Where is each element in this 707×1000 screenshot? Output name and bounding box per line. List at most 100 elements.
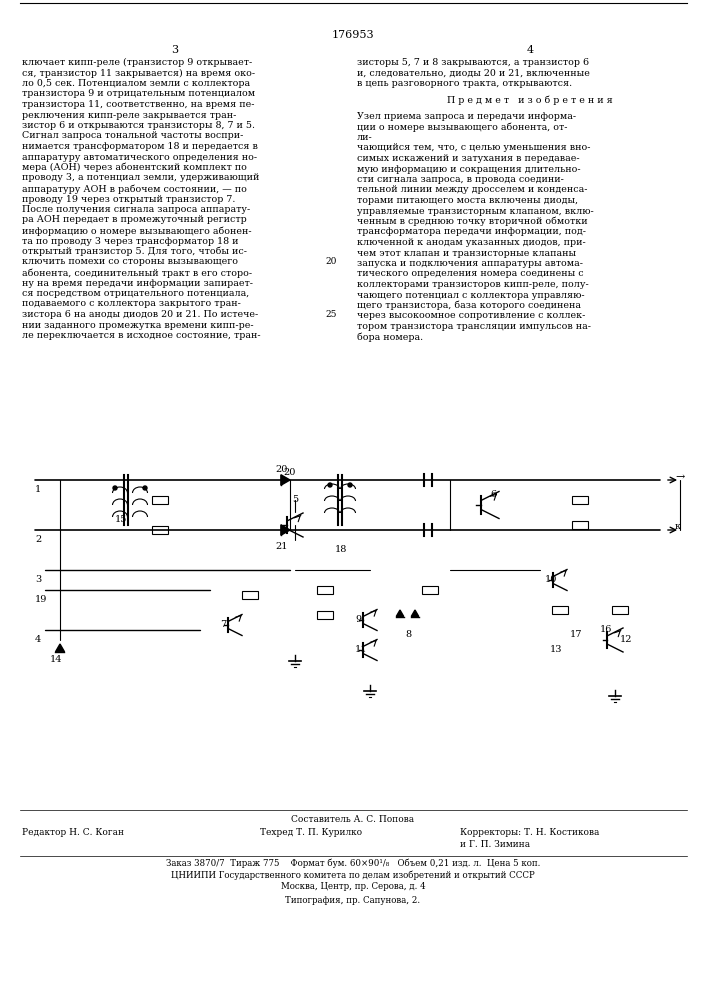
Text: 15: 15	[115, 515, 127, 524]
Text: и, следовательно, диоды 20 и 21, включенные: и, следовательно, диоды 20 и 21, включен…	[357, 68, 590, 78]
Text: ченным в среднюю точку вторичной обмотки: ченным в среднюю точку вторичной обмотки	[357, 217, 588, 227]
Text: бора номера.: бора номера.	[357, 332, 423, 342]
Text: ЦНИИПИ Государственного комитета по делам изобретений и открытий СССР: ЦНИИПИ Государственного комитета по дела…	[171, 870, 535, 880]
Bar	[422, 586, 438, 594]
Text: нимается трансформатором 18 и передается в: нимается трансформатором 18 и передается…	[22, 142, 258, 151]
Text: к: к	[675, 522, 681, 531]
Text: ся посредством отрицательного потенциала,: ся посредством отрицательного потенциала…	[22, 289, 250, 298]
Text: ключенной к анодам указанных диодов, при-: ключенной к анодам указанных диодов, при…	[357, 238, 586, 247]
Polygon shape	[396, 610, 404, 616]
Text: Сигнал запроса тональной частоты воспри-: Сигнал запроса тональной частоты воспри-	[22, 131, 243, 140]
Text: Типография, пр. Сапунова, 2.: Типография, пр. Сапунова, 2.	[286, 896, 421, 905]
Text: 4: 4	[527, 45, 534, 55]
Text: 10: 10	[545, 575, 557, 584]
Text: тического определения номера соединены с: тического определения номера соединены с	[357, 269, 583, 278]
Bar	[552, 606, 568, 614]
Text: 7: 7	[220, 620, 226, 629]
Circle shape	[143, 486, 147, 490]
Text: аппаратуру автоматического определения но-: аппаратуру автоматического определения н…	[22, 152, 257, 161]
Text: 14: 14	[50, 655, 62, 664]
Text: 19: 19	[35, 595, 47, 604]
Text: П р е д м е т   и з о б р е т е н и я: П р е д м е т и з о б р е т е н и я	[447, 96, 613, 105]
Text: 6: 6	[490, 490, 496, 499]
Bar	[317, 586, 333, 594]
Text: проводу 19 через открытый транзистор 7.: проводу 19 через открытый транзистор 7.	[22, 194, 235, 204]
Text: 17: 17	[570, 630, 583, 639]
Text: 12: 12	[620, 635, 633, 644]
Text: 13: 13	[550, 645, 563, 654]
Text: управляемые транзисторным клапаном, вклю-: управляемые транзисторным клапаном, вклю…	[357, 207, 594, 216]
Text: торами питающего моста включены диоды,: торами питающего моста включены диоды,	[357, 196, 578, 205]
Text: абонента, соединительный тракт в его сторо-: абонента, соединительный тракт в его сто…	[22, 268, 252, 277]
Text: запуска и подключения аппаратуры автома-: запуска и подключения аппаратуры автома-	[357, 259, 583, 268]
Circle shape	[348, 483, 352, 487]
Text: аппаратуру АОН в рабочем состоянии, — по: аппаратуру АОН в рабочем состоянии, — по	[22, 184, 247, 194]
Text: открытый транзистор 5. Для того, чтобы ис-: открытый транзистор 5. Для того, чтобы и…	[22, 247, 247, 256]
Text: трансформатора передачи информации, под-: трансформатора передачи информации, под-	[357, 228, 586, 236]
Polygon shape	[56, 644, 64, 652]
Text: 9: 9	[355, 615, 361, 624]
Text: транзистора 11, соответственно, на время пе-: транзистора 11, соответственно, на время…	[22, 100, 255, 109]
Text: реключения кипп-реле закрывается тран-: реключения кипп-реле закрывается тран-	[22, 110, 236, 119]
Polygon shape	[281, 475, 290, 485]
Text: 4: 4	[35, 635, 41, 644]
Text: 18: 18	[335, 545, 347, 554]
Text: Москва, Центр, пр. Серова, д. 4: Москва, Центр, пр. Серова, д. 4	[281, 882, 426, 891]
Text: ло 0,5 сек. Потенциалом земли с коллектора: ло 0,5 сек. Потенциалом земли с коллекто…	[22, 79, 250, 88]
Text: 20: 20	[326, 257, 337, 266]
Text: ключает кипп-реле (транзистор 9 открывает-: ключает кипп-реле (транзистор 9 открывае…	[22, 58, 252, 67]
Text: ции о номере вызывающего абонента, от-: ции о номере вызывающего абонента, от-	[357, 122, 568, 132]
Text: проводу 3, а потенциал земли, удерживающий: проводу 3, а потенциал земли, удерживающ…	[22, 174, 259, 182]
Text: 8: 8	[405, 630, 411, 639]
Text: чем этот клапан и транзисторные клапаны: чем этот клапан и транзисторные клапаны	[357, 248, 576, 257]
Text: нии заданного промежутка времени кипп-ре-: нии заданного промежутка времени кипп-ре…	[22, 320, 254, 330]
Text: через высокоомное сопротивление с коллек-: через высокоомное сопротивление с коллек…	[357, 312, 585, 320]
Text: подаваемого с коллектора закрытого тран-: подаваемого с коллектора закрытого тран-	[22, 300, 241, 308]
Text: 20: 20	[276, 465, 288, 474]
Circle shape	[113, 486, 117, 490]
Bar	[317, 611, 333, 619]
Text: ли-: ли-	[357, 133, 373, 142]
Text: мера (АОН) через абонентский комплект по: мера (АОН) через абонентский комплект по	[22, 163, 247, 172]
Text: зистора 6 на аноды диодов 20 и 21. По истече-: зистора 6 на аноды диодов 20 и 21. По ис…	[22, 310, 258, 319]
Text: ра АОН передает в промежуточный регистр: ра АОН передает в промежуточный регистр	[22, 216, 247, 225]
Text: 176953: 176953	[332, 30, 374, 40]
Text: 11: 11	[355, 645, 368, 654]
Bar	[612, 606, 628, 614]
Text: Узел приема запроса и передачи информа-: Узел приема запроса и передачи информа-	[357, 112, 576, 121]
Polygon shape	[281, 525, 290, 535]
Text: ся, транзистор 11 закрывается) на время око-: ся, транзистор 11 закрывается) на время …	[22, 68, 255, 78]
Text: щего транзистора, база которого соединена: щего транзистора, база которого соединен…	[357, 301, 581, 310]
Bar	[242, 591, 258, 599]
Text: транзистора 9 и отрицательным потенциалом: транзистора 9 и отрицательным потенциало…	[22, 90, 255, 99]
Text: тором транзистора трансляции импульсов на-: тором транзистора трансляции импульсов н…	[357, 322, 591, 331]
Circle shape	[328, 483, 332, 487]
Text: коллекторами транзисторов кипп-реле, полу-: коллекторами транзисторов кипп-реле, пол…	[357, 280, 589, 289]
Text: Составитель А. С. Попова: Составитель А. С. Попова	[291, 815, 414, 824]
Text: симых искажений и затухания в передавае-: симых искажений и затухания в передавае-	[357, 154, 580, 163]
Text: Заказ 3870/7  Тираж 775    Формат бум. 60×90¹/₈   Объем 0,21 изд. л.  Цена 5 коп: Заказ 3870/7 Тираж 775 Формат бум. 60×90…	[166, 858, 540, 867]
Text: Корректоры: Т. Н. Костикова: Корректоры: Т. Н. Костикова	[460, 828, 600, 837]
Text: зистор 6 и открываются транзисторы 8, 7 и 5.: зистор 6 и открываются транзисторы 8, 7 …	[22, 121, 255, 130]
Text: мую информацию и сокращения длительно-: мую информацию и сокращения длительно-	[357, 164, 580, 174]
Text: информацию о номере вызывающего абонен-: информацию о номере вызывающего абонен-	[22, 226, 252, 235]
Bar	[572, 521, 588, 529]
Text: 1: 1	[35, 485, 41, 494]
Text: Техред Т. П. Курилко: Техред Т. П. Курилко	[260, 828, 362, 837]
Text: 25: 25	[325, 310, 337, 319]
Bar	[152, 526, 168, 534]
Bar	[152, 496, 168, 504]
Text: 3: 3	[35, 575, 41, 584]
Text: чающего потенциал с коллектора управляю-: чающего потенциал с коллектора управляю-	[357, 290, 585, 300]
Text: в цепь разговорного тракта, открываются.: в цепь разговорного тракта, открываются.	[357, 79, 572, 88]
Text: та по проводу 3 через трансформатор 18 и: та по проводу 3 через трансформатор 18 и	[22, 236, 238, 245]
Text: 16: 16	[600, 625, 612, 634]
Text: 21: 21	[276, 542, 288, 551]
Text: ну на время передачи информации запирает-: ну на время передачи информации запирает…	[22, 278, 253, 288]
Text: ле переключается в исходное состояние, тран-: ле переключается в исходное состояние, т…	[22, 331, 261, 340]
Text: ключить помехи со стороны вызывающего: ключить помехи со стороны вызывающего	[22, 257, 238, 266]
Text: 2: 2	[35, 535, 41, 544]
Text: зисторы 5, 7 и 8 закрываются, а транзистор 6: зисторы 5, 7 и 8 закрываются, а транзист…	[357, 58, 589, 67]
Text: Редактор Н. С. Коган: Редактор Н. С. Коган	[22, 828, 124, 837]
Polygon shape	[411, 610, 419, 616]
